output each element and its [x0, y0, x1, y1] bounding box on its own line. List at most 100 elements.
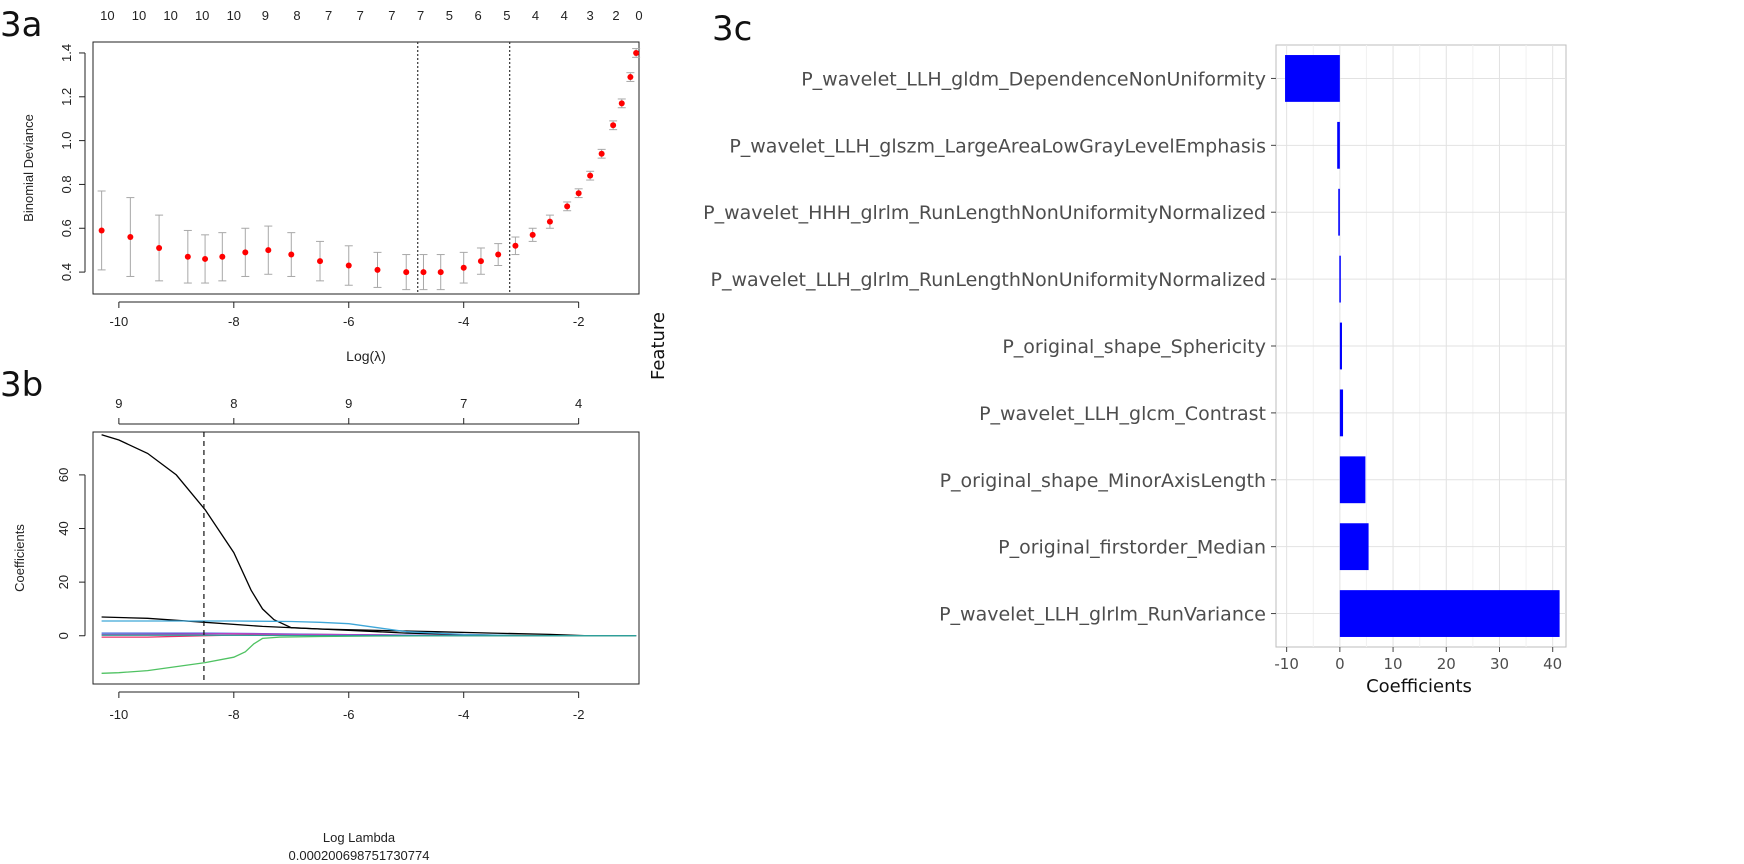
chart-3a-top-tick-label: 8	[293, 8, 300, 23]
chart-3c-x-tick-label: 10	[1384, 655, 1403, 673]
chart-3b-plot-frame	[92, 431, 640, 685]
chart-3b-y-tick-label: 40	[56, 521, 71, 535]
chart-3b-x-tick-label: -6	[343, 707, 355, 722]
chart-3a-top-tick-label: 10	[163, 8, 177, 23]
chart-3c-bar	[1339, 389, 1344, 437]
chart-3a-top-tick-label: 7	[388, 8, 395, 23]
chart-3b-top-axis: 9 8 9 7 4	[115, 396, 582, 425]
chart-3c-x-axis-title: Coefficients	[1366, 676, 1472, 697]
chart-3a-point	[345, 262, 352, 269]
chart-3a-x-tick-label: -8	[228, 314, 240, 329]
panel-label-3a: 3a	[0, 5, 42, 45]
chart-3a-point	[633, 49, 640, 56]
chart-3c-x-tick-label: 40	[1543, 655, 1562, 673]
chart-3c-bar	[1339, 523, 1369, 571]
chart-3c-category-label: P_wavelet_LLH_gldm_DependenceNonUniformi…	[801, 68, 1266, 90]
chart-3a-point	[598, 150, 605, 157]
chart-3c-bar	[1285, 55, 1340, 102]
chart-3c-x-tick-label: 0	[1335, 655, 1345, 673]
chart-3b-y-axis-title: Coefficients	[12, 524, 27, 592]
chart-3c-x-axis: -10 0 10 20 30 40	[1274, 647, 1562, 673]
chart-3b-series-line	[101, 620, 637, 637]
chart-3a-y-tick-label: 1.0	[59, 132, 74, 150]
chart-3a-top-tick-label: 2	[612, 8, 619, 23]
chart-3c-bar	[1337, 121, 1340, 169]
chart-3a-point	[403, 269, 410, 276]
chart-3a-y-axis-title: Binomial Deviance	[21, 114, 36, 222]
chart-3a-top-tick-label: 0	[635, 8, 642, 23]
chart-3b-x-axis-title: Log Lambda	[323, 830, 396, 845]
chart-3a-point	[288, 251, 295, 258]
chart-3c-x-tick-label: 20	[1437, 655, 1456, 673]
chart-3c-category-label: P_wavelet_HHH_glrlm_RunLengthNonUniformi…	[703, 202, 1266, 224]
chart-3b-series-line	[101, 635, 637, 674]
chart-3b-x-tick-label: -2	[573, 707, 585, 722]
chart-3a-point	[460, 264, 467, 271]
chart-3c-bar	[1339, 255, 1341, 303]
chart-3c-category-label: P_wavelet_LLH_glszm_LargeAreaLowGrayLeve…	[729, 135, 1266, 157]
chart-3a-point	[529, 231, 536, 238]
chart-3b-top-tick-label: 4	[575, 396, 582, 411]
chart-3b-y-tick-label: 20	[56, 575, 71, 589]
chart-3a-point	[437, 269, 444, 276]
chart-3a-top-axis: 10 10 10 10 10 9 8 7 7 7 7 5 6 5 4 4 3 2 0	[100, 8, 642, 23]
chart-3c-x-tick-label: 30	[1490, 655, 1509, 673]
chart-3a-reference-lines	[417, 42, 511, 294]
chart-3a-point	[420, 269, 427, 276]
chart-3a-point	[610, 122, 617, 129]
chart-3c-bar	[1339, 590, 1560, 637]
chart-3a-point	[512, 242, 519, 249]
chart-3a-x-axis: -10 -8 -6 -4 -2	[109, 301, 585, 329]
chart-3a-error-bars	[97, 48, 641, 291]
chart-3a-x-tick-label: -4	[458, 314, 470, 329]
chart-3a-point	[564, 203, 571, 210]
chart-3b-x-axis: -10 -8 -6 -4 -2	[109, 691, 585, 722]
chart-3b-y-tick-label: 60	[56, 468, 71, 482]
chart-3a-point	[587, 172, 594, 179]
chart-3a-y-tick-label: 1.2	[59, 88, 74, 106]
chart-3a-point	[618, 100, 625, 107]
chart-3b-y-tick-label: 0	[56, 632, 71, 639]
chart-3c-category-label: P_wavelet_LLH_glrlm_RunLengthNonUniformi…	[711, 269, 1266, 291]
chart-3a-point	[184, 253, 191, 260]
chart-3b-series-lines	[101, 434, 637, 674]
chart-3b-x-tick-label: -4	[458, 707, 470, 722]
chart-3a-x-axis-title: Log(λ)	[346, 348, 386, 364]
chart-3b-top-tick-label: 7	[460, 396, 467, 411]
chart-3a-x-tick-label: -2	[573, 314, 585, 329]
chart-3a-points	[98, 49, 640, 276]
chart-3a-point	[242, 249, 249, 256]
chart-3a-top-tick-label: 4	[561, 8, 568, 23]
chart-3c-category-label: P_original_shape_Sphericity	[1002, 336, 1266, 358]
panel-label-3c: 3c	[712, 9, 752, 49]
chart-3b-x-axis-subtitle: 0.000200698751730774	[289, 848, 430, 863]
chart-3b-coefficient-paths: -10 -8 -6 -4 -2 0 20 40 60 9 8 9 7 4 Log Lambda 0.0…	[12, 396, 640, 863]
chart-3a-top-tick-label: 10	[195, 8, 209, 23]
chart-3c-y-axis-title: Feature	[648, 312, 669, 380]
chart-3c-bar	[1338, 188, 1340, 236]
chart-3a-x-tick-label: -6	[343, 314, 355, 329]
chart-3c-bar	[1339, 456, 1366, 504]
chart-3a-point	[627, 74, 634, 81]
chart-3a-point	[156, 244, 163, 251]
chart-3a-top-tick-label: 10	[227, 8, 241, 23]
chart-3a-point	[202, 255, 209, 262]
chart-3a-cv-deviance: -10 -8 -6 -4 -2 0.40.60.81.01.21.4 10 10 10 10 1…	[21, 8, 643, 364]
chart-3b-y-axis: 0 20 40 60	[56, 468, 86, 639]
chart-3a-top-tick-label: 7	[325, 8, 332, 23]
chart-3a-plot-frame	[92, 41, 640, 295]
chart-3c-feature-coefficients: P_wavelet_LLH_gldm_DependenceNonUniformi…	[648, 44, 1567, 697]
chart-3c-x-tick-label: -10	[1274, 655, 1299, 673]
chart-3b-series-line	[101, 634, 637, 637]
chart-3b-series-line	[101, 434, 637, 637]
chart-3a-point	[219, 253, 226, 260]
chart-3a-point	[546, 218, 553, 225]
chart-3a-y-tick-label: 0.8	[59, 175, 74, 193]
chart-3a-y-tick-label: 0.6	[59, 219, 74, 237]
chart-3a-point	[575, 190, 582, 197]
chart-3a-point	[127, 234, 134, 241]
chart-3a-top-tick-label: 4	[532, 8, 539, 23]
chart-3b-top-tick-label: 8	[230, 396, 237, 411]
chart-3a-top-tick-label: 10	[132, 8, 146, 23]
